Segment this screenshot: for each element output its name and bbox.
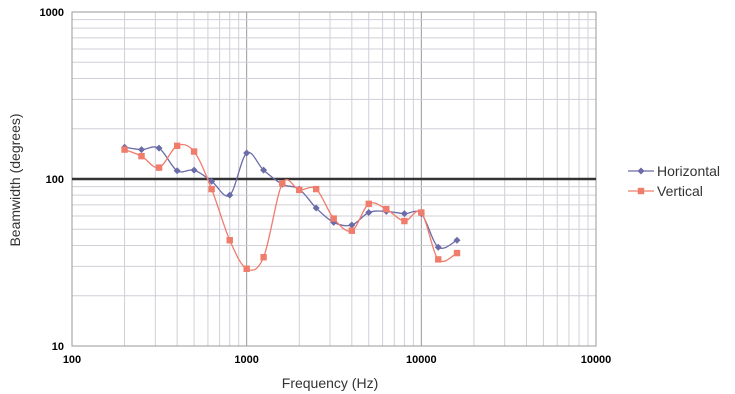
- point-vertical: [155, 164, 163, 171]
- point-horizontal: [260, 166, 268, 174]
- point-vertical: [435, 256, 442, 263]
- series-horizontal: [121, 143, 461, 251]
- point-horizontal: [138, 146, 146, 154]
- point-horizontal: [226, 191, 234, 199]
- point-horizontal: [434, 243, 442, 251]
- legend-item-horizontal: Horizontal: [628, 163, 720, 179]
- x-tick-label: 1000: [234, 354, 258, 366]
- series-layer: [121, 142, 461, 272]
- point-vertical: [312, 185, 320, 193]
- x-tick-label: 10000: [406, 354, 437, 366]
- point-horizontal: [208, 177, 216, 185]
- legend-marker-vertical: [637, 187, 645, 195]
- series-line-horizontal: [124, 146, 458, 249]
- point-horizontal: [243, 149, 251, 157]
- y-tick-label: 10: [52, 341, 64, 353]
- point-horizontal: [365, 209, 373, 217]
- point-vertical: [121, 146, 128, 153]
- point-horizontal: [453, 236, 461, 244]
- point-vertical: [138, 152, 145, 160]
- x-tick-label: 100: [63, 354, 81, 366]
- point-vertical: [296, 186, 303, 194]
- y-axis-label: Beamwidth (degrees): [7, 113, 23, 246]
- legend-item-vertical: Vertical: [628, 183, 703, 199]
- point-vertical: [348, 227, 356, 234]
- point-vertical: [260, 254, 267, 261]
- point-horizontal: [400, 210, 408, 218]
- point-vertical: [401, 217, 408, 225]
- series-vertical: [121, 142, 461, 272]
- point-vertical: [279, 180, 286, 187]
- point-vertical: [173, 142, 181, 150]
- point-vertical: [453, 249, 461, 257]
- x-tick-label: 10000: [581, 354, 612, 366]
- point-vertical: [208, 185, 215, 193]
- point-horizontal: [190, 166, 198, 174]
- y-tick-label: 100: [46, 174, 64, 186]
- point-horizontal: [155, 144, 163, 152]
- point-vertical: [418, 209, 425, 216]
- legend-label-horizontal: Horizontal: [657, 163, 720, 179]
- x-axis-label: Frequency (Hz): [282, 375, 378, 391]
- series-line-vertical: [124, 143, 458, 271]
- point-horizontal: [348, 221, 356, 229]
- point-vertical: [365, 200, 372, 208]
- point-vertical: [226, 237, 233, 244]
- point-vertical: [243, 265, 250, 272]
- x-tick-labels: 100 1000 10000 10000: [63, 354, 611, 366]
- y-tick-label: 1000: [40, 7, 64, 19]
- point-vertical: [383, 205, 390, 213]
- point-horizontal: [173, 167, 181, 175]
- y-tick-labels: 10 100 1000: [40, 7, 64, 353]
- point-vertical: [330, 215, 337, 222]
- point-horizontal: [312, 204, 320, 212]
- legend-label-vertical: Vertical: [657, 183, 703, 199]
- point-vertical: [190, 148, 198, 155]
- legend: Horizontal Vertical: [628, 163, 720, 199]
- legend-marker-horizontal: [637, 167, 645, 175]
